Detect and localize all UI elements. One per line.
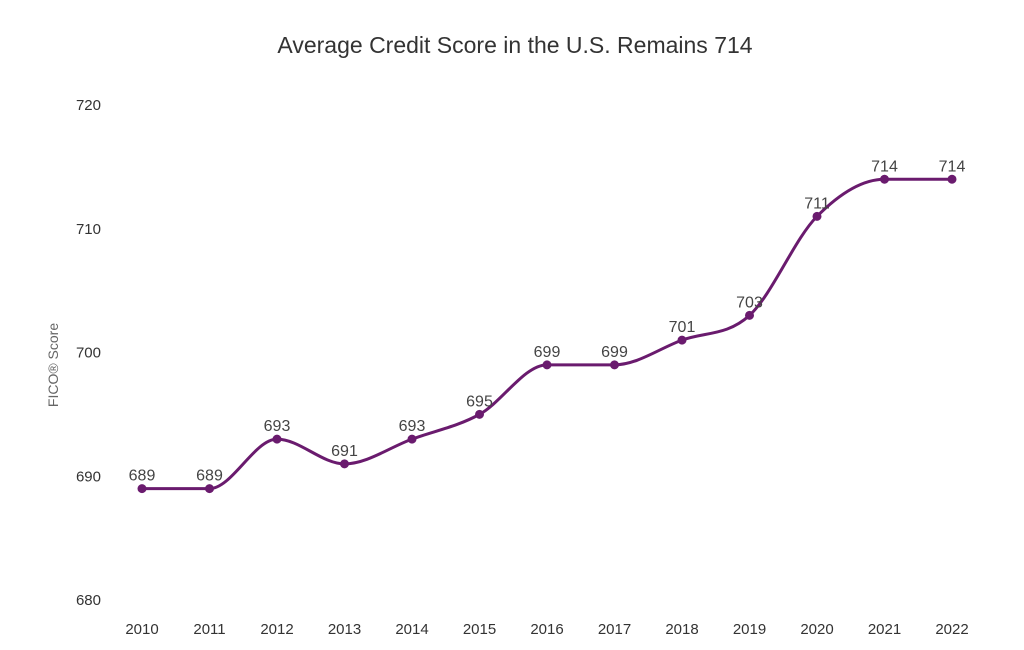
data-point: [880, 174, 889, 184]
data-point: [407, 434, 417, 444]
data-point: [947, 174, 957, 184]
y-axis: 680 690 700 710 720: [76, 97, 101, 609]
data-label: 699: [601, 344, 628, 361]
y-tick-label: 720: [76, 97, 101, 114]
data-point: [677, 335, 687, 345]
data-point: [137, 484, 147, 494]
data-point: [340, 459, 349, 469]
y-tick-label: 690: [76, 468, 101, 485]
x-tick-label: 2022: [935, 621, 968, 638]
x-tick-label: 2019: [733, 621, 766, 638]
data-label: 711: [804, 195, 830, 212]
data-points: [137, 174, 957, 494]
data-point: [272, 434, 282, 444]
x-axis: 2010 2011 2012 2013 2014 2015 2016 2017 2018 2019…: [125, 621, 968, 638]
data-label: 701: [669, 319, 696, 336]
data-point: [542, 360, 552, 370]
data-point: [745, 310, 754, 320]
x-tick-label: 2015: [463, 621, 496, 638]
chart-title: Average Credit Score in the U.S. Remains…: [277, 32, 753, 58]
x-tick-label: 2012: [260, 621, 293, 638]
data-label: 691: [331, 443, 358, 460]
data-labels: 689 689 693 691 693 695 699 699 701 703 711 714 714: [129, 158, 966, 484]
x-tick-label: 2010: [125, 621, 158, 638]
data-point: [475, 409, 484, 419]
series-line: [140, 177, 954, 491]
y-tick-label: 680: [76, 592, 101, 609]
y-axis-label: FICO® Score: [45, 323, 61, 407]
x-tick-label: 2016: [530, 621, 563, 638]
y-tick-label: 710: [76, 221, 101, 238]
data-point: [610, 360, 619, 370]
data-label: 693: [264, 418, 291, 435]
x-tick-label: 2017: [598, 621, 631, 638]
data-label: 714: [939, 158, 966, 175]
x-tick-label: 2018: [665, 621, 698, 638]
y-tick-label: 700: [76, 345, 101, 362]
data-label: 695: [466, 393, 493, 410]
x-tick-label: 2013: [328, 621, 361, 638]
data-label: 693: [399, 418, 426, 435]
x-tick-label: 2021: [868, 621, 901, 638]
data-label: 689: [129, 468, 156, 485]
data-label: 689: [196, 468, 223, 485]
data-label: 699: [534, 344, 561, 361]
data-point: [205, 484, 214, 494]
x-tick-label: 2014: [395, 621, 428, 638]
x-tick-label: 2011: [193, 621, 225, 638]
data-label: 703: [736, 294, 763, 311]
data-label: 714: [871, 158, 898, 175]
x-tick-label: 2020: [800, 621, 833, 638]
data-point: [812, 211, 822, 221]
